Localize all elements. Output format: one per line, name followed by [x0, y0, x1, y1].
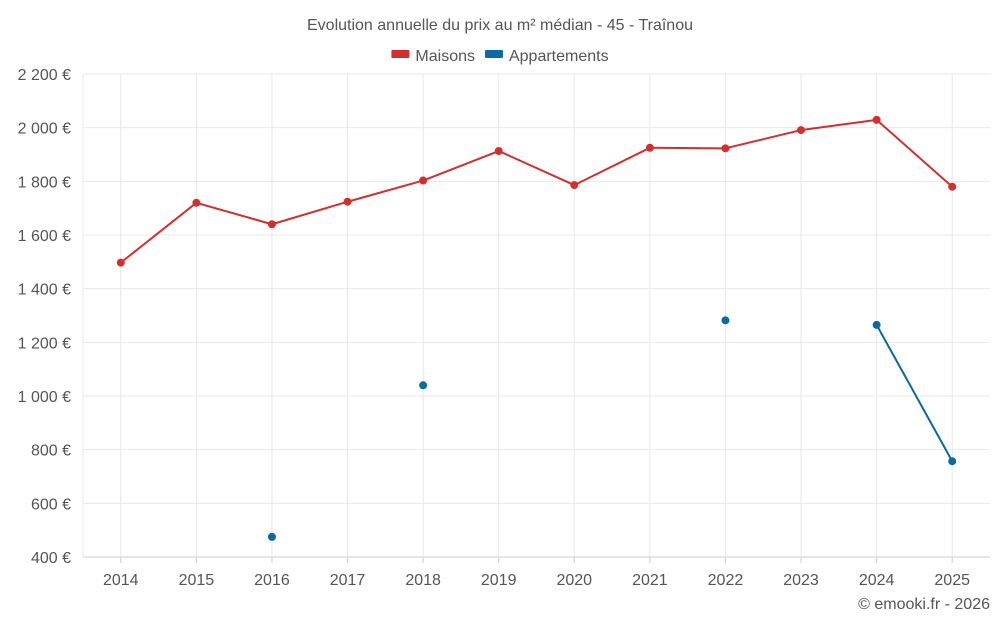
y-tick-label: 1 600 € [18, 228, 71, 245]
data-point[interactable] [494, 147, 503, 156]
data-point[interactable] [645, 143, 654, 152]
legend-item-maisons[interactable]: Maisons [391, 48, 475, 65]
x-tick-label: 2019 [481, 572, 517, 589]
y-tick-label: 400 € [31, 550, 71, 567]
x-tick-label: 2018 [405, 572, 441, 589]
data-point[interactable] [570, 181, 579, 190]
y-tick-label: 800 € [31, 443, 71, 460]
legend-swatch [484, 50, 503, 58]
data-point[interactable] [267, 532, 276, 541]
series-line-segment [649, 146, 726, 150]
y-tick-label: 1 000 € [18, 389, 71, 406]
series-line-segment [875, 324, 954, 462]
data-point[interactable] [872, 115, 881, 124]
y-axis-ticks: 400 € 600 € 800 € 1 000 € 1 200 € 1 400 € 1 60… [18, 67, 71, 567]
data-point[interactable] [419, 381, 428, 390]
series-line-segment [271, 200, 348, 226]
data-point[interactable] [948, 457, 957, 466]
legend-label: Maisons [415, 48, 475, 65]
series-group [116, 115, 957, 541]
x-tick-label: 2022 [708, 572, 744, 589]
y-tick-label: 1 400 € [18, 282, 71, 299]
series-line-segment [120, 202, 197, 264]
legend[interactable]: Maisons Appartements [391, 48, 609, 65]
data-point[interactable] [797, 126, 806, 135]
x-tick-label: 2017 [330, 572, 366, 589]
data-point[interactable] [116, 258, 125, 267]
x-tick-label: 2020 [556, 572, 592, 589]
x-tick-label: 2016 [254, 572, 290, 589]
legend-item-appartements[interactable]: Appartements [484, 48, 609, 65]
grid [82, 73, 990, 558]
legend-swatch [391, 50, 410, 58]
series-line-segment [422, 150, 500, 182]
series-line-segment [725, 129, 802, 150]
y-tick-label: 1 800 € [18, 174, 71, 191]
data-point[interactable] [948, 182, 957, 191]
series-line-segment [573, 146, 651, 186]
data-point[interactable] [872, 320, 881, 329]
series-line-segment [800, 118, 877, 132]
data-point[interactable] [419, 176, 428, 185]
x-tick-label: 2023 [783, 572, 819, 589]
data-point[interactable] [267, 220, 276, 229]
x-axis-ticks: 2014 2015 2016 2017 2018 2019 2020 2021 2022 2023… [103, 557, 970, 589]
y-tick-label: 600 € [31, 496, 71, 513]
y-tick-label: 2 200 € [18, 67, 71, 84]
series-line-segment [498, 150, 575, 187]
data-point[interactable] [721, 316, 730, 325]
x-tick-label: 2014 [103, 572, 139, 589]
y-tick-label: 1 200 € [18, 335, 71, 352]
credit-text: © emooki.fr - 2026 [858, 596, 990, 613]
x-tick-label: 2025 [934, 572, 970, 589]
series-line-segment [875, 119, 953, 188]
data-point[interactable] [343, 197, 352, 206]
y-tick-label: 2 000 € [18, 121, 71, 138]
series-line-segment [347, 179, 424, 203]
series-line-segment [196, 201, 273, 226]
series-maisons [116, 115, 957, 267]
x-tick-label: 2015 [179, 572, 215, 589]
data-point[interactable] [721, 144, 730, 153]
series-appartements [267, 316, 957, 541]
x-tick-label: 2024 [859, 572, 895, 589]
legend-label: Appartements [509, 48, 609, 65]
data-point[interactable] [192, 198, 201, 207]
x-tick-label: 2021 [632, 572, 668, 589]
chart-title: Evolution annuelle du prix au m² médian … [307, 17, 693, 34]
